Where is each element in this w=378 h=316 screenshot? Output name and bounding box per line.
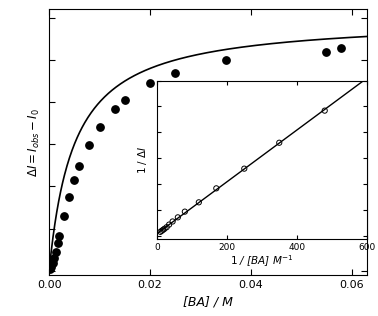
X-axis label: [BA] / M: [BA] / M bbox=[183, 295, 233, 308]
Point bbox=[76, 164, 82, 169]
Point bbox=[56, 234, 62, 239]
Point bbox=[323, 49, 329, 54]
Point bbox=[48, 265, 54, 270]
Point bbox=[122, 98, 128, 103]
Point bbox=[71, 178, 77, 183]
Point bbox=[96, 125, 102, 130]
Point bbox=[159, 228, 165, 233]
Point bbox=[160, 227, 166, 232]
Point bbox=[47, 267, 53, 272]
Point bbox=[50, 261, 56, 266]
Point bbox=[61, 213, 67, 218]
Point bbox=[338, 46, 344, 51]
Point bbox=[157, 229, 163, 234]
Point bbox=[196, 200, 202, 205]
Point bbox=[164, 225, 170, 230]
Point bbox=[112, 107, 118, 112]
Point bbox=[53, 249, 59, 254]
Point bbox=[170, 219, 176, 224]
Point bbox=[166, 222, 172, 227]
Point bbox=[55, 241, 61, 246]
Y-axis label: $1\ /\ \Delta I$: $1\ /\ \Delta I$ bbox=[136, 145, 149, 174]
Point bbox=[87, 143, 93, 148]
Point bbox=[276, 140, 282, 145]
Point bbox=[213, 186, 219, 191]
X-axis label: $1$ / [BA] M$^{-1}$: $1$ / [BA] M$^{-1}$ bbox=[230, 254, 293, 270]
Point bbox=[66, 194, 72, 199]
Point bbox=[182, 209, 188, 214]
Point bbox=[147, 81, 153, 86]
Point bbox=[322, 108, 328, 113]
Point bbox=[223, 58, 229, 63]
Point bbox=[241, 166, 247, 171]
Point bbox=[175, 215, 181, 220]
Point bbox=[161, 226, 167, 231]
Y-axis label: $\Delta I = I_{obs} - I_0$: $\Delta I = I_{obs} - I_0$ bbox=[26, 108, 42, 177]
Point bbox=[51, 256, 57, 261]
Point bbox=[172, 70, 178, 75]
